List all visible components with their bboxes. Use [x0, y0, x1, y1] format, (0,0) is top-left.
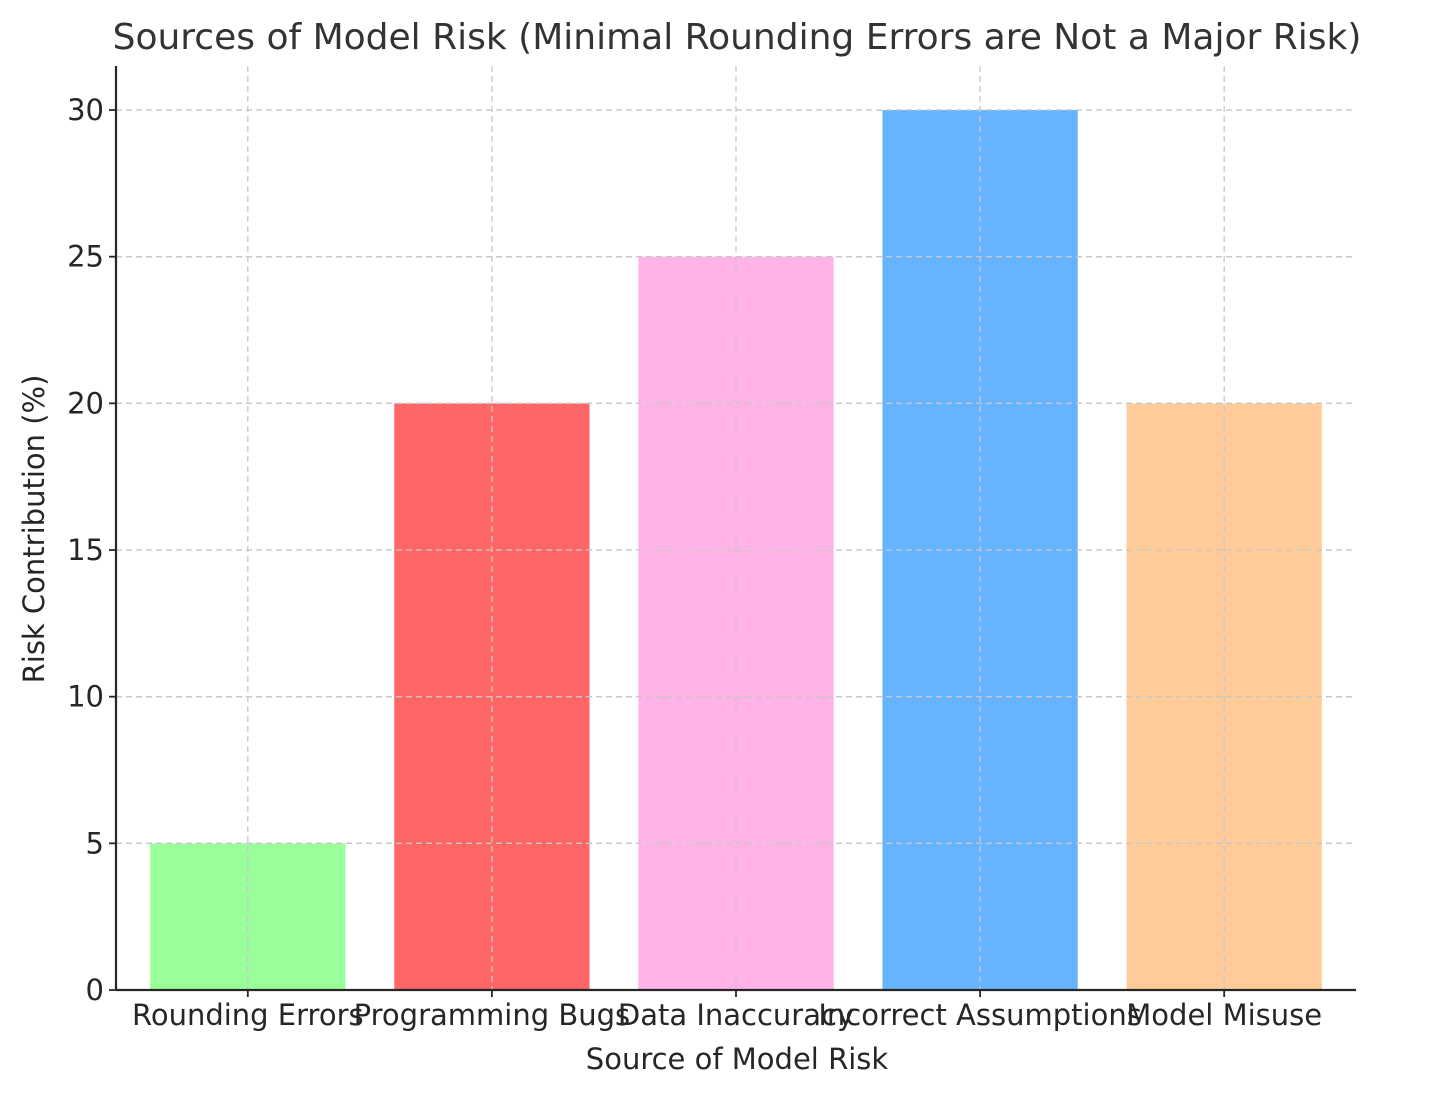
x-tick-label: Data Inaccuracy	[618, 998, 854, 1032]
axes	[109, 66, 1356, 997]
y-tick-label: 10	[67, 680, 104, 714]
y-tick-label: 15	[67, 533, 104, 567]
y-axis-label: Risk Contribution (%)	[17, 375, 51, 684]
x-tick-label: Incorrect Assumptions	[818, 998, 1141, 1032]
x-tick-label: Programming Bugs	[354, 998, 630, 1032]
x-tick-label: Model Misuse	[1126, 998, 1322, 1032]
x-axis-label: Source of Model Risk	[586, 1042, 889, 1076]
chart-title: Sources of Model Risk (Minimal Rounding …	[113, 17, 1362, 58]
x-tick-label: Rounding Errors	[132, 998, 364, 1032]
y-tick-label: 5	[86, 826, 104, 860]
y-tick-label: 0	[86, 973, 104, 1007]
y-tick-label: 20	[67, 386, 104, 420]
y-tick-label: 30	[67, 93, 104, 127]
y-tick-label: 25	[67, 240, 104, 274]
